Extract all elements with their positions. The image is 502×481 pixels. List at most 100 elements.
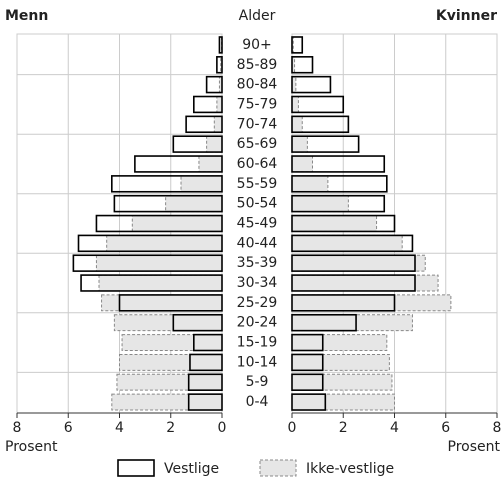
age-label: 25-29 <box>237 295 278 311</box>
bar <box>291 135 360 153</box>
bar <box>291 313 357 332</box>
bar <box>113 194 223 213</box>
bar <box>187 373 223 391</box>
bar <box>198 155 223 173</box>
age-label: 40-44 <box>237 235 278 251</box>
bar <box>116 373 223 391</box>
x-tick-label: 6 <box>441 420 450 436</box>
bar <box>131 215 223 232</box>
x-tick-label: 4 <box>390 420 399 436</box>
age-label: 75-79 <box>237 96 278 112</box>
bar <box>218 36 223 54</box>
bar <box>113 314 223 332</box>
center-title: Alder <box>239 8 276 24</box>
x-tick-label: 2 <box>166 420 175 436</box>
bar <box>172 313 223 332</box>
bar <box>291 175 329 193</box>
bar <box>291 254 426 272</box>
bar <box>80 274 223 292</box>
bar <box>291 195 349 213</box>
left-title: Menn <box>5 8 48 24</box>
bar <box>118 294 223 312</box>
bar <box>291 294 452 312</box>
bar <box>291 373 324 391</box>
bar <box>291 314 413 332</box>
bar <box>291 334 388 351</box>
bar <box>291 215 378 232</box>
bar <box>291 36 304 54</box>
age-label: 85-89 <box>237 57 278 73</box>
x-label-right: Prosent <box>448 439 501 455</box>
bar <box>291 333 324 352</box>
age-label: 0-4 <box>246 394 269 410</box>
bar <box>111 175 223 193</box>
bar <box>106 234 223 252</box>
bar <box>291 373 393 391</box>
bar <box>291 135 308 153</box>
age-label: 80-84 <box>237 77 278 93</box>
x-tick-label: 4 <box>115 420 124 436</box>
bar <box>291 353 324 372</box>
bar <box>205 75 223 94</box>
bar <box>291 393 395 411</box>
bar <box>291 175 388 193</box>
legend-label: Vestlige <box>164 461 219 477</box>
legend-swatch <box>117 459 155 477</box>
right-title: Kvinner <box>436 8 497 24</box>
bar <box>165 195 223 213</box>
bar <box>213 115 223 133</box>
bar <box>291 115 350 134</box>
bar <box>216 56 223 74</box>
bar <box>119 353 223 371</box>
bar <box>193 95 223 114</box>
bar <box>206 135 223 153</box>
bar <box>95 214 223 233</box>
bar <box>291 393 327 411</box>
bar <box>111 393 223 411</box>
bar <box>187 393 223 411</box>
bar <box>291 274 439 292</box>
bar <box>291 95 345 114</box>
age-label: 20-24 <box>237 315 278 331</box>
age-label: 30-34 <box>237 275 278 291</box>
bar <box>291 155 386 173</box>
bar <box>291 254 416 272</box>
x-label-left: Prosent <box>5 439 58 455</box>
age-label: 90+ <box>242 37 272 53</box>
bar <box>95 254 223 272</box>
bar <box>291 194 386 213</box>
bar <box>180 175 223 193</box>
bar <box>291 214 396 233</box>
age-label: 70-74 <box>237 116 278 132</box>
age-label: 55-59 <box>237 176 278 192</box>
bar <box>98 274 223 292</box>
age-label: 5-9 <box>246 374 269 390</box>
age-label: 45-49 <box>237 216 278 232</box>
bar <box>291 234 414 253</box>
bar <box>291 115 303 133</box>
bar <box>291 353 390 371</box>
age-label: 65-69 <box>237 136 278 152</box>
bar <box>291 96 299 113</box>
x-tick-label: 6 <box>64 420 73 436</box>
x-tick-label: 2 <box>339 420 348 436</box>
bar <box>291 155 313 173</box>
bar <box>185 115 223 134</box>
bar <box>72 254 223 272</box>
legend-swatch <box>259 459 297 477</box>
bar <box>291 56 314 74</box>
x-tick-label: 8 <box>13 420 22 436</box>
age-label: 10-14 <box>237 354 278 370</box>
bar <box>134 155 223 173</box>
bar <box>77 234 223 253</box>
bar <box>172 135 223 153</box>
bar <box>291 294 396 312</box>
bar <box>291 274 416 292</box>
bar <box>193 333 223 352</box>
bar <box>291 75 332 94</box>
bar <box>291 234 403 252</box>
x-tick-label: 0 <box>288 420 297 436</box>
bar <box>121 334 223 351</box>
x-tick-label: 0 <box>218 420 227 436</box>
